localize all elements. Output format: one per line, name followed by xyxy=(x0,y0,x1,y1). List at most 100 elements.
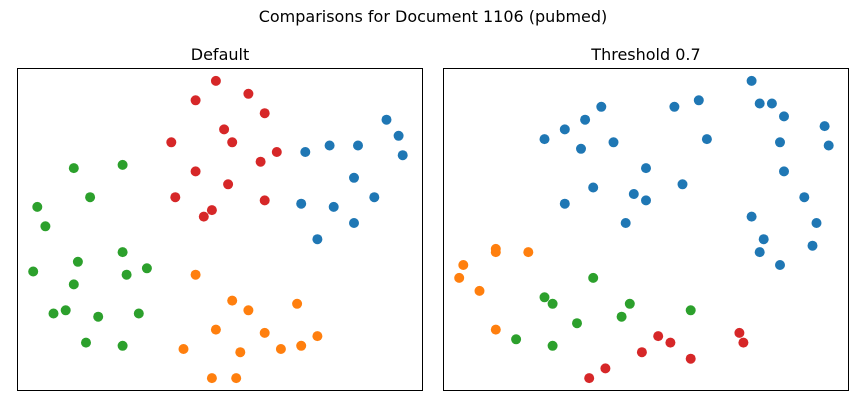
scatter-point-orange xyxy=(296,340,307,351)
scatter-point-red xyxy=(734,327,745,338)
scatter-point-orange xyxy=(523,247,534,258)
scatter-point-blue xyxy=(754,247,765,258)
scatter-point-blue xyxy=(819,121,830,132)
scatter-point-green xyxy=(547,340,558,351)
scatter-point-blue xyxy=(693,95,704,106)
scatter-point-red xyxy=(243,88,254,99)
scatter-point-green xyxy=(40,221,51,232)
scatter-point-green xyxy=(81,337,91,348)
scatter-point-blue xyxy=(328,201,339,212)
scatter-point-orange xyxy=(231,373,242,384)
scatter-point-blue xyxy=(559,198,570,209)
scatter-point-green xyxy=(68,279,79,290)
scatter-point-blue xyxy=(576,143,586,154)
scatter-point-green xyxy=(547,298,558,309)
scatter-point-green xyxy=(121,269,132,280)
scatter-point-orange xyxy=(454,272,465,283)
plot-frame-threshold xyxy=(443,68,849,391)
scatter-point-green xyxy=(588,272,599,283)
scatter-point-red xyxy=(255,156,266,167)
scatter-point-blue xyxy=(596,101,607,112)
scatter-point-blue xyxy=(779,111,789,122)
scatter-points-threshold xyxy=(454,75,834,384)
scatter-point-red xyxy=(584,373,595,384)
scatter-point-blue xyxy=(620,218,631,228)
scatter-point-red xyxy=(223,179,234,190)
scatter-point-green xyxy=(60,305,71,316)
scatter-point-red xyxy=(166,137,177,148)
scatter-point-blue xyxy=(300,147,311,157)
scatter-point-red xyxy=(190,166,201,177)
scatter-point-red xyxy=(198,211,209,222)
panel-title-default: Default xyxy=(191,45,249,64)
scatter-point-blue xyxy=(746,75,757,86)
scatter-point-orange xyxy=(210,324,221,335)
panel-default: Default xyxy=(17,45,423,391)
scatter-point-orange xyxy=(190,269,201,280)
scatter-point-orange xyxy=(206,373,217,384)
scatter-point-blue xyxy=(669,101,680,112)
scatter-point-blue xyxy=(353,140,363,151)
scatter-point-blue xyxy=(641,163,651,174)
figure-suptitle: Comparisons for Document 1106 (pubmed) xyxy=(259,7,608,26)
scatter-point-orange xyxy=(178,344,189,354)
scatter-point-blue xyxy=(312,234,323,245)
scatter-point-orange xyxy=(474,285,485,296)
scatter-point-green xyxy=(48,308,59,319)
scatter-point-blue xyxy=(758,234,769,245)
scatter-point-red xyxy=(738,337,749,348)
scatter-point-green xyxy=(624,298,635,309)
scatter-point-blue xyxy=(811,218,822,228)
scatter-point-red xyxy=(259,108,270,119)
panel-threshold: Threshold 0.7 xyxy=(443,45,849,391)
scatter-point-green xyxy=(572,318,582,329)
scatter-point-green xyxy=(72,256,83,267)
scatter-point-green xyxy=(685,305,696,316)
scatter-point-green xyxy=(616,311,627,322)
scatter-point-red xyxy=(210,75,221,86)
scatter-point-blue xyxy=(349,172,359,183)
scatter-point-orange xyxy=(235,347,246,358)
scatter-point-blue xyxy=(779,166,789,177)
scatter-point-green xyxy=(141,263,152,274)
scatter-point-orange xyxy=(227,295,238,306)
scatter-point-red xyxy=(219,124,230,135)
scatter-point-orange xyxy=(312,331,323,342)
scatter-point-orange xyxy=(275,344,286,354)
scatter-point-green xyxy=(117,159,128,170)
scatter-point-orange xyxy=(259,327,270,338)
scatter-point-red xyxy=(170,192,181,203)
scatter-point-blue xyxy=(296,198,307,209)
scatter-point-blue xyxy=(397,150,408,161)
scatter-point-blue xyxy=(608,137,619,148)
scatter-point-green xyxy=(85,192,96,203)
scatter-point-red xyxy=(653,331,664,342)
scatter-point-blue xyxy=(775,137,785,148)
scatter-point-blue xyxy=(369,192,380,203)
scatter-point-green xyxy=(539,292,550,303)
scatter-point-blue xyxy=(580,114,591,125)
scatter-point-green xyxy=(93,311,104,322)
scatter-point-orange xyxy=(490,247,501,258)
scatter-point-blue xyxy=(807,240,818,251)
scatter-point-green xyxy=(32,201,43,212)
plot-frame-default xyxy=(17,68,423,391)
scatter-point-blue xyxy=(324,140,335,151)
scatter-point-red xyxy=(665,337,676,348)
scatter-point-blue xyxy=(628,189,639,199)
scatter-point-orange xyxy=(243,305,254,316)
scatter-point-green xyxy=(68,163,79,174)
scatter-point-blue xyxy=(746,211,757,222)
panel-title-threshold: Threshold 0.7 xyxy=(590,45,700,64)
scatter-point-blue xyxy=(381,114,392,125)
scatter-point-blue xyxy=(677,179,688,190)
scatter-point-blue xyxy=(539,134,550,145)
scatter-point-red xyxy=(259,195,270,206)
scatter-points-default xyxy=(28,75,408,384)
scatter-point-green xyxy=(117,247,128,258)
scatter-point-red xyxy=(271,147,282,157)
scatter-point-blue xyxy=(701,134,712,145)
scatter-point-red xyxy=(190,95,201,106)
scatter-point-blue xyxy=(754,98,765,109)
